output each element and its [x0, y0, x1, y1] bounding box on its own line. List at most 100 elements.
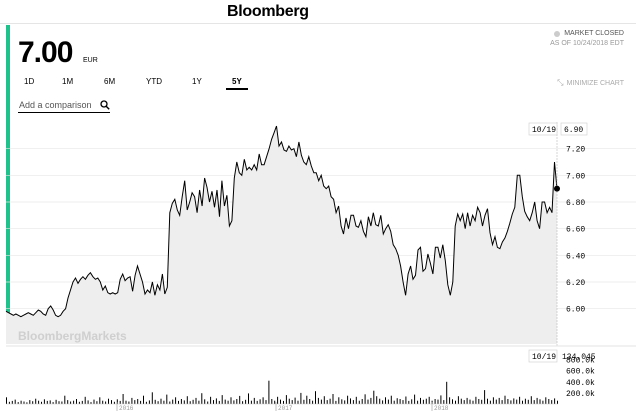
comparison-search-input[interactable]: Add a comparison [18, 97, 110, 113]
volume-bar [239, 395, 241, 404]
market-status-text: MARKET CLOSED [564, 30, 624, 37]
brand-header: Bloomberg [0, 0, 636, 24]
volume-bar [52, 402, 54, 404]
volume-bar [230, 397, 232, 404]
volume-bar [207, 401, 209, 404]
volume-bar [67, 400, 69, 404]
volume-bar [151, 392, 153, 404]
volume-bar [437, 399, 439, 404]
volume-bar [29, 400, 31, 404]
volume-bar [364, 394, 366, 404]
volume-bar [326, 400, 328, 404]
volume-bar [122, 394, 124, 404]
volume-bar [385, 397, 386, 404]
volume-bar [530, 396, 532, 404]
volume-bar [542, 400, 544, 404]
bloomberg-markets-watermark: BloombergMarkets [18, 329, 127, 343]
volume-bar [108, 398, 109, 404]
volume-bar [484, 390, 486, 404]
volume-bar [524, 398, 526, 404]
volume-bar [554, 398, 556, 404]
volume-bar [379, 398, 381, 404]
volume-bar [291, 400, 293, 404]
volume-bar [70, 401, 72, 404]
as-of-date: AS OF 10/24/2018 EDT [550, 40, 624, 47]
volume-bar [519, 396, 521, 404]
volume-date-box [528, 349, 558, 363]
tab-1d[interactable]: 1D [24, 77, 35, 86]
volume-bar [434, 399, 436, 404]
volume-bar [76, 399, 77, 404]
volume-bar [495, 399, 497, 404]
volume-tick-label: 600.0k [566, 368, 595, 377]
comparison-placeholder: Add a comparison [19, 99, 92, 110]
volume-bar [227, 400, 229, 404]
volume-tick-label: 800.0k [566, 357, 595, 366]
volume-bar [414, 394, 416, 404]
volume-bar [215, 398, 217, 404]
volume-bar [175, 397, 177, 404]
volume-bar [443, 400, 445, 404]
volume-bar [457, 396, 459, 404]
volume-bar [6, 397, 7, 404]
volume-bar [498, 397, 500, 404]
volume-bar [58, 401, 60, 404]
volume-bar [8, 401, 10, 404]
price-value: 7.00 [18, 36, 73, 69]
tab-5y[interactable]: 5Y [226, 76, 248, 90]
volume-bar [163, 400, 165, 404]
volume-bar [157, 401, 159, 404]
volume-bar [192, 399, 194, 404]
volume-bar [501, 400, 503, 404]
volume-bar [350, 398, 351, 404]
volume-tick-label: 200.0k [566, 390, 595, 399]
price-chart[interactable]: 6.00 6.20 6.40 6.60 6.80 7.00 7.20 BloombergMa… [0, 116, 636, 411]
tab-ytd[interactable]: YTD [146, 77, 162, 86]
volume-bar [172, 399, 174, 404]
tab-1y[interactable]: 1Y [192, 77, 202, 86]
bloomberg-logo[interactable]: Bloomberg [227, 3, 309, 20]
cursor-price: 6.90 [564, 126, 583, 135]
volume-bar [143, 395, 144, 404]
volume-bar [344, 400, 346, 404]
volume-bar [466, 397, 468, 404]
volume-bar [452, 399, 453, 404]
volume-bar [507, 399, 509, 404]
volume-bar [195, 397, 197, 404]
minimize-chart-button[interactable]: ⤡ MINIMIZE CHART [557, 78, 624, 88]
volume-bar [32, 401, 34, 404]
volume-bar [446, 381, 448, 404]
volume-bar [510, 400, 512, 404]
volume-bar [417, 400, 419, 404]
volume-bar [320, 399, 322, 404]
volume-bar [352, 400, 354, 404]
volume-bar [87, 400, 89, 404]
cursor-date: 10/19 [532, 126, 556, 135]
volume-bar [204, 399, 206, 404]
volume-bar [134, 400, 136, 404]
volume-cursor-date: 10/19 [532, 353, 556, 362]
market-status: MARKET CLOSED AS OF 10/24/2018 EDT [550, 30, 624, 47]
volume-bar [402, 400, 404, 404]
volume-bar [26, 402, 28, 404]
volume-bar [463, 400, 465, 404]
volume-bar [221, 395, 223, 404]
volume-bar [198, 400, 200, 404]
tab-1m[interactable]: 1M [62, 77, 74, 86]
y-tick-label: 6.40 [566, 252, 585, 261]
volume-bar [245, 399, 247, 404]
tab-6m[interactable]: 6M [104, 77, 116, 86]
volume-bar [548, 399, 550, 404]
y-tick-label: 7.00 [566, 172, 585, 181]
volume-bar [332, 394, 334, 404]
volume-bar [361, 399, 363, 404]
search-icon[interactable] [100, 99, 110, 110]
volume-bar [283, 400, 284, 404]
volume-bar [259, 399, 261, 404]
volume-bar [55, 399, 57, 404]
volume-bar [160, 398, 162, 404]
volume-bar [294, 397, 296, 404]
volume-bar [253, 397, 255, 404]
volume-bar [105, 401, 107, 404]
volume-bar [145, 401, 147, 404]
